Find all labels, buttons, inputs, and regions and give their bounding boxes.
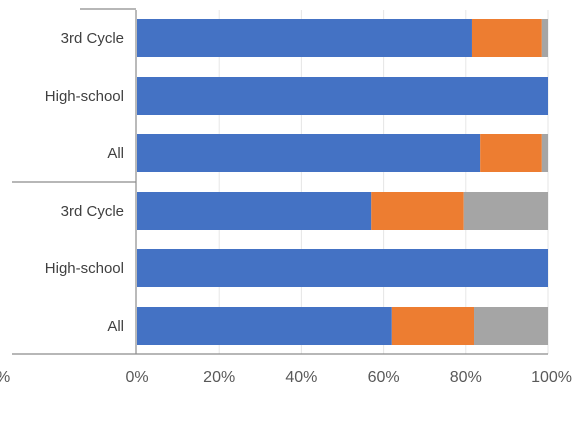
axis-lines xyxy=(12,8,548,355)
bar-segment-3 xyxy=(541,134,548,172)
x-tick-label: 20% xyxy=(203,369,235,386)
bar-segment-2 xyxy=(471,19,542,57)
bar-segment-1 xyxy=(137,19,472,57)
category-label: High-school xyxy=(45,260,124,277)
category-label: 3rd Cycle xyxy=(61,30,124,47)
x-tick-label: 0% xyxy=(125,369,148,386)
category-label: High-school xyxy=(45,88,124,105)
category-label: 3rd Cycle xyxy=(61,203,124,220)
category-label: All xyxy=(107,145,124,162)
grid-lines xyxy=(218,10,549,354)
bars xyxy=(137,19,548,345)
bar-segment-1 xyxy=(137,192,372,230)
bar-segment-2 xyxy=(371,192,464,230)
bar-segment-3 xyxy=(463,192,548,230)
category-label: All xyxy=(107,318,124,335)
bar-segment-3 xyxy=(474,307,548,345)
bar-segment-1 xyxy=(137,134,481,172)
x-tick-label-clipped: % xyxy=(0,369,10,386)
bar-segment-2 xyxy=(391,307,475,345)
x-tick-label: 60% xyxy=(368,369,400,386)
x-tick-label: 100% xyxy=(531,369,572,386)
bar-segment-1 xyxy=(137,249,548,287)
bar-segment-1 xyxy=(137,77,548,115)
category-labels: 3rd Cycle High-school All 3rd Cycle High-sch… xyxy=(45,30,124,335)
bar-segment-2 xyxy=(480,134,542,172)
x-tick-label: 40% xyxy=(285,369,317,386)
x-tick-labels: 0% 20% 40% 60% 80% 100%% xyxy=(0,369,572,386)
x-tick-label: 80% xyxy=(450,369,482,386)
bar-segment-3 xyxy=(541,19,548,57)
bar-segment-1 xyxy=(137,307,392,345)
